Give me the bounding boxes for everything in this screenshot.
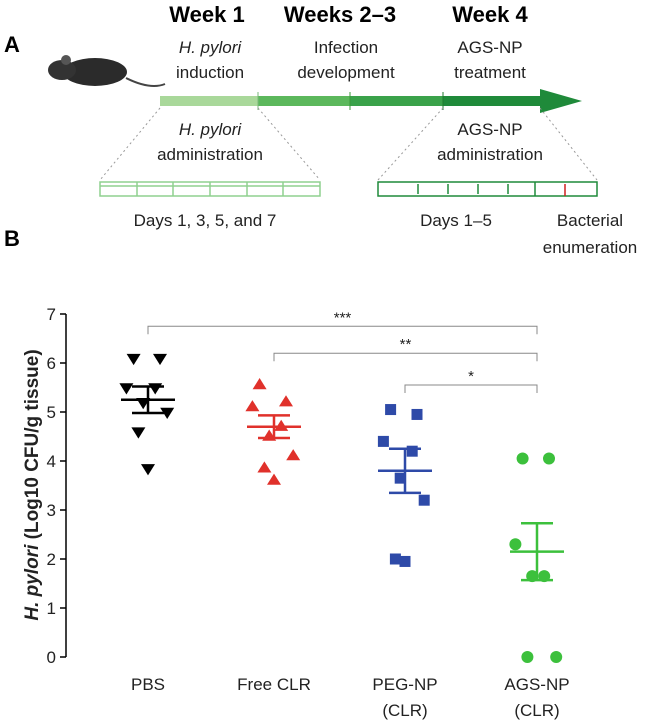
y-axis-label: H. pylori (Log10 CFU/g tissue) <box>22 349 43 620</box>
detail-caption: Days 1, 3, 5, and 7 <box>134 211 277 230</box>
significance-label: ** <box>400 336 412 353</box>
error-bar <box>389 447 421 495</box>
zoom-lines <box>99 107 598 181</box>
y-tick-label: 0 <box>47 648 56 667</box>
x-tick-label: (CLR) <box>514 701 559 720</box>
detail-title: AGS-NP <box>457 120 522 139</box>
point <box>274 419 289 431</box>
x-tick-label: PBS <box>131 675 165 694</box>
panel-a: A Week 1 Weeks 2–3 Week 4 H. pylori indu… <box>4 2 637 257</box>
y-tick-label: 7 <box>47 305 56 324</box>
phase-text: induction <box>176 63 244 82</box>
point <box>160 407 175 419</box>
y-tick-label: 4 <box>47 452 56 471</box>
point <box>377 435 389 447</box>
point <box>245 400 260 412</box>
point <box>399 555 411 567</box>
point <box>394 472 406 484</box>
point <box>411 408 423 420</box>
point <box>385 404 397 416</box>
point <box>543 452 555 465</box>
detail-title: administration <box>157 145 263 164</box>
x-tick-label: Free CLR <box>237 675 311 694</box>
point <box>521 651 534 663</box>
significance-bracket <box>147 325 538 335</box>
y-label-rest: (Log10 CFU/g tissue) <box>22 349 43 539</box>
y-tick-label: 6 <box>47 354 56 373</box>
y-tick-label: 2 <box>47 550 56 569</box>
significance-bracket <box>404 384 538 394</box>
left-schedule <box>99 181 321 197</box>
significance-bracket <box>273 352 538 362</box>
phase-text: treatment <box>454 63 526 82</box>
point <box>257 461 272 473</box>
phase-text: Infection <box>314 38 378 57</box>
week-label: Week 4 <box>452 2 528 27</box>
week-label: Week 1 <box>169 2 244 27</box>
phase-text: AGS-NP <box>457 38 522 57</box>
error-bar <box>132 385 164 415</box>
detail-caption: Days 1–5 <box>420 211 492 230</box>
point <box>286 449 301 461</box>
point <box>148 383 163 395</box>
point <box>418 494 430 506</box>
week-label: Weeks 2–3 <box>284 2 396 27</box>
y-tick-label: 3 <box>47 501 56 520</box>
panel-b: B H. pylori (Log10 CFU/g tissue) 0 1 2 3 4 5 6… <box>4 226 570 720</box>
point <box>267 473 281 485</box>
x-tick-label: PEG-NP <box>372 675 437 694</box>
point <box>406 445 418 457</box>
panel-label: A <box>4 32 20 57</box>
significance-label: *** <box>334 309 352 326</box>
point <box>119 383 134 395</box>
point <box>279 395 293 407</box>
point <box>516 452 529 465</box>
point <box>153 353 167 366</box>
point <box>126 353 141 366</box>
point <box>509 538 522 551</box>
point <box>389 553 401 565</box>
detail-caption: enumeration <box>543 238 638 257</box>
detail-caption: Bacterial <box>557 211 623 230</box>
x-tick-label: (CLR) <box>382 701 427 720</box>
y-tick-label: 5 <box>47 403 56 422</box>
detail-title: administration <box>437 145 543 164</box>
point <box>252 378 267 390</box>
panel-label: B <box>4 226 20 251</box>
phase-text: development <box>297 63 395 82</box>
point <box>550 651 563 663</box>
detail-title: H. pylori <box>179 120 243 139</box>
x-tick-label: AGS-NP <box>504 675 569 694</box>
point <box>141 464 155 476</box>
phase-text: H. pylori <box>179 38 243 57</box>
y-label-italic: H. pylori <box>22 544 43 621</box>
error-bar <box>258 414 290 440</box>
timeline-arrow <box>160 89 582 113</box>
right-schedule <box>377 181 598 197</box>
mouse-icon <box>48 55 166 87</box>
significance-label: * <box>468 368 474 385</box>
point <box>131 427 146 439</box>
y-tick-label: 1 <box>47 599 56 618</box>
error-bar <box>521 521 553 582</box>
